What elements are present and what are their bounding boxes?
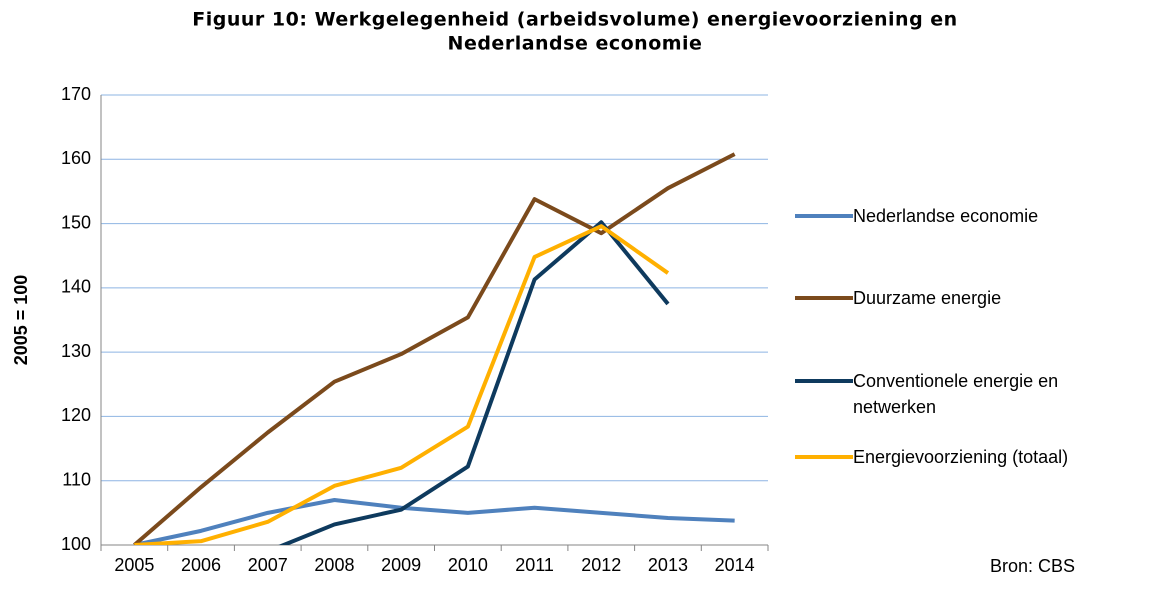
x-tick-label: 2005 [114, 555, 154, 575]
x-tick-label: 2010 [448, 555, 488, 575]
x-tick-label: 2014 [715, 555, 755, 575]
legend-label: Conventionele energie en netwerken [853, 371, 1059, 417]
y-axis-label: 2005 = 100 [11, 275, 31, 366]
legend-item: Energievoorziening (totaal) [795, 444, 1125, 470]
series-line [134, 224, 670, 545]
x-tick-label: 2013 [648, 555, 688, 575]
legend-item: Nederlandse economie [795, 203, 1125, 229]
legend-label: Nederlandse economie [853, 206, 1039, 226]
y-tick-label: 100 [61, 534, 91, 554]
y-tick-label: 170 [61, 84, 91, 104]
legend-label: Energievoorziening (totaal) [853, 447, 1069, 467]
series-line [133, 498, 735, 545]
plot-lines [133, 152, 736, 545]
legend-label: Duurzame energie [853, 288, 1002, 308]
chart-title: Figuur 10: Werkgelegenheid (arbeidsvolum… [192, 9, 957, 31]
x-tick-label: 2012 [581, 555, 621, 575]
y-tick-label: 110 [62, 469, 91, 489]
y-tick-label: 150 [61, 212, 91, 232]
x-tick-label: 2009 [381, 555, 421, 575]
x-tick-label: 2006 [181, 555, 221, 575]
legend-swatch [795, 214, 853, 218]
chart-title: Nederlandse economie [448, 33, 703, 55]
annotation: Bron: CBS [990, 556, 1076, 576]
x-tick-label: 2011 [515, 555, 554, 575]
legend-item: Conventionele energie en netwerken [795, 368, 1125, 420]
legend-swatch [795, 455, 853, 459]
legend-swatch [795, 296, 853, 300]
y-tick-label: 120 [61, 405, 91, 425]
series-line [133, 152, 736, 545]
y-tick-label: 160 [61, 148, 91, 168]
legend-item: Duurzame energie [795, 285, 1125, 311]
y-tick-label: 130 [61, 341, 91, 361]
series-line [134, 220, 670, 545]
legend-swatch [795, 379, 853, 383]
y-tick-label: 140 [61, 277, 91, 297]
x-tick-label: 2007 [248, 555, 288, 575]
x-tick-label: 2008 [314, 555, 354, 575]
